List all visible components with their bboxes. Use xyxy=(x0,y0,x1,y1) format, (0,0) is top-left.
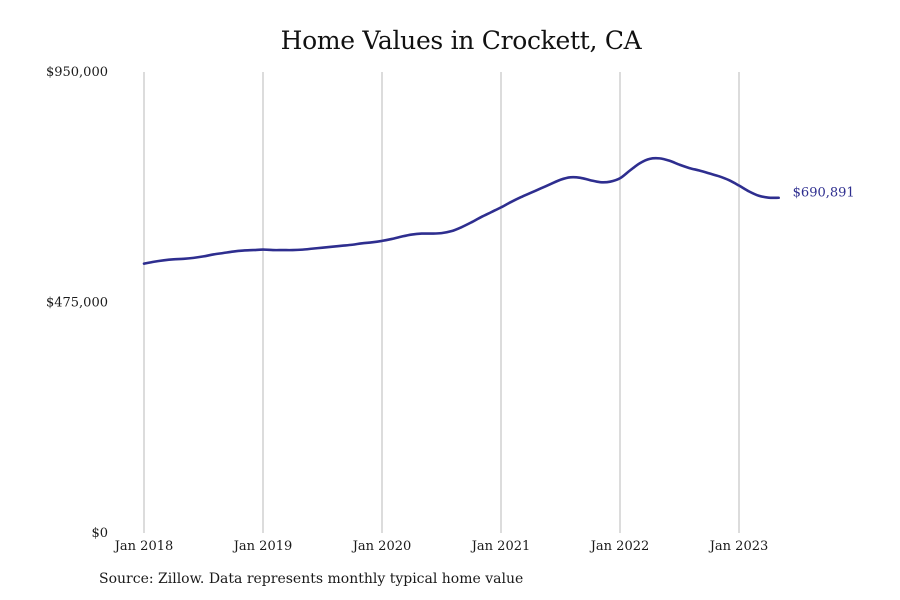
x-tick-label: Jan 2023 xyxy=(708,539,769,554)
x-tick-label: Jan 2018 xyxy=(113,539,174,554)
source-note: Source: Zillow. Data represents monthly … xyxy=(99,571,524,587)
chart-title: Home Values in Crockett, CA xyxy=(280,26,642,55)
x-tick-label: Jan 2019 xyxy=(232,539,293,554)
home-value-series-line xyxy=(142,156,780,265)
x-tick-label: Jan 2020 xyxy=(351,539,412,554)
y-tick-label: $0 xyxy=(91,526,108,541)
y-axis-tick-labels: $950,000 $475,000 $0 xyxy=(46,65,108,541)
end-value-label-group: $690,891 xyxy=(793,186,855,201)
y-tick-label: $475,000 xyxy=(46,296,108,311)
last-value-label: $690,891 xyxy=(793,186,855,201)
x-tick-label: Jan 2022 xyxy=(589,539,650,554)
series-line-group xyxy=(142,156,780,265)
gridlines xyxy=(143,72,740,533)
y-tick-label: $950,000 xyxy=(46,65,108,80)
x-axis-tick-labels: Jan 2018 Jan 2019 Jan 2020 Jan 2021 Jan 2022… xyxy=(113,539,769,554)
x-tick-label: Jan 2021 xyxy=(470,539,531,554)
